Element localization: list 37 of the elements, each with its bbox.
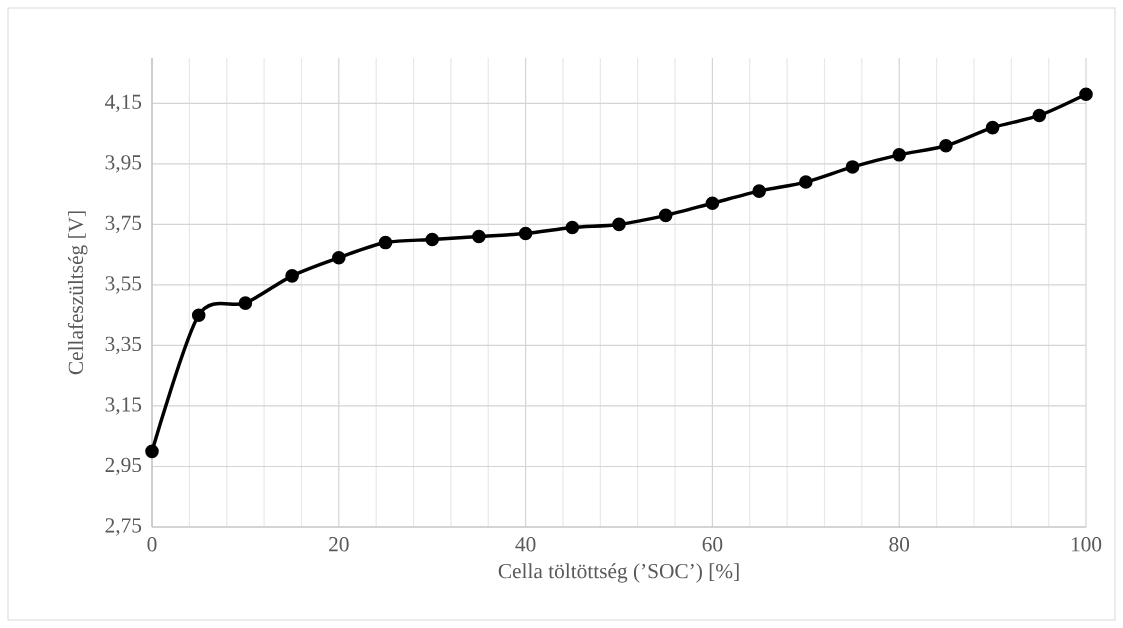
- y-tick-label: 3,35: [105, 336, 142, 355]
- point: [332, 250, 346, 265]
- y-tick-label: 3,75: [105, 215, 142, 234]
- y-tick-label: 2,75: [105, 518, 142, 536]
- point: [565, 220, 580, 235]
- point: [658, 208, 673, 223]
- point: [939, 138, 953, 153]
- point: [238, 296, 253, 310]
- point: [472, 229, 486, 244]
- point: [985, 120, 1000, 135]
- y-tick-label: 3,95: [105, 155, 142, 173]
- point: [518, 226, 533, 241]
- point: [425, 232, 440, 247]
- x-tick-label: 80: [889, 537, 910, 552]
- point: [1079, 87, 1093, 102]
- point: [799, 175, 813, 189]
- x-tick-label: 100: [1071, 537, 1102, 552]
- y-tick-label: 3,15: [105, 397, 142, 415]
- x-tick-label: 40: [515, 537, 536, 552]
- x-tick-label: 0: [147, 537, 157, 552]
- point: [892, 148, 907, 162]
- y-axis-title: Cellafeszültség [V]: [67, 211, 88, 375]
- y-tick-label: 2,95: [105, 457, 142, 476]
- y-tick-label: 3,55: [105, 276, 142, 294]
- point: [191, 308, 206, 322]
- point: [705, 196, 720, 211]
- y-tick-label: 4,15: [105, 94, 142, 113]
- point: [378, 235, 393, 250]
- point: [752, 184, 766, 198]
- point: [612, 217, 626, 232]
- x-tick-label: 60: [702, 537, 723, 552]
- point: [145, 444, 159, 459]
- x-tick-label: 20: [329, 537, 349, 552]
- point: [285, 269, 299, 283]
- point: [845, 160, 860, 174]
- x-axis-title: Cella töltöttség (’SOC’) [%]: [498, 563, 739, 583]
- point: [1032, 108, 1047, 123]
